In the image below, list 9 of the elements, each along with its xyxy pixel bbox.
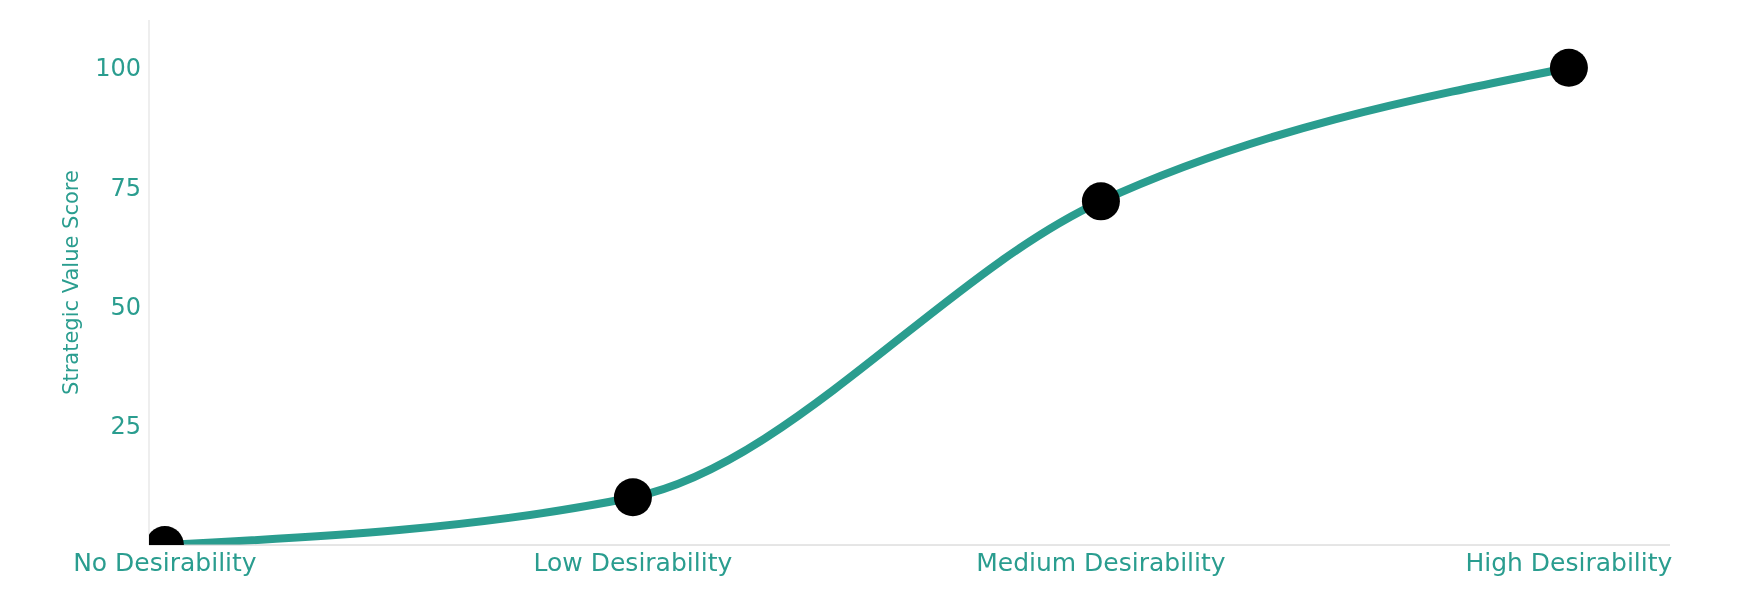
x-tick-label: Low Desirability bbox=[533, 547, 733, 577]
x-tick-label: High Desirability bbox=[1465, 547, 1673, 577]
x-tick-label: No Desirability bbox=[73, 547, 257, 577]
y-tick-label: 25 bbox=[110, 412, 141, 441]
y-tick-label: 100 bbox=[95, 54, 141, 83]
y-tick-label: 75 bbox=[110, 173, 141, 202]
y-axis-title: Strategic Value Score bbox=[59, 170, 84, 395]
y-tick-label: 50 bbox=[110, 292, 141, 321]
x-tick-label: Medium Desirability bbox=[976, 547, 1226, 577]
